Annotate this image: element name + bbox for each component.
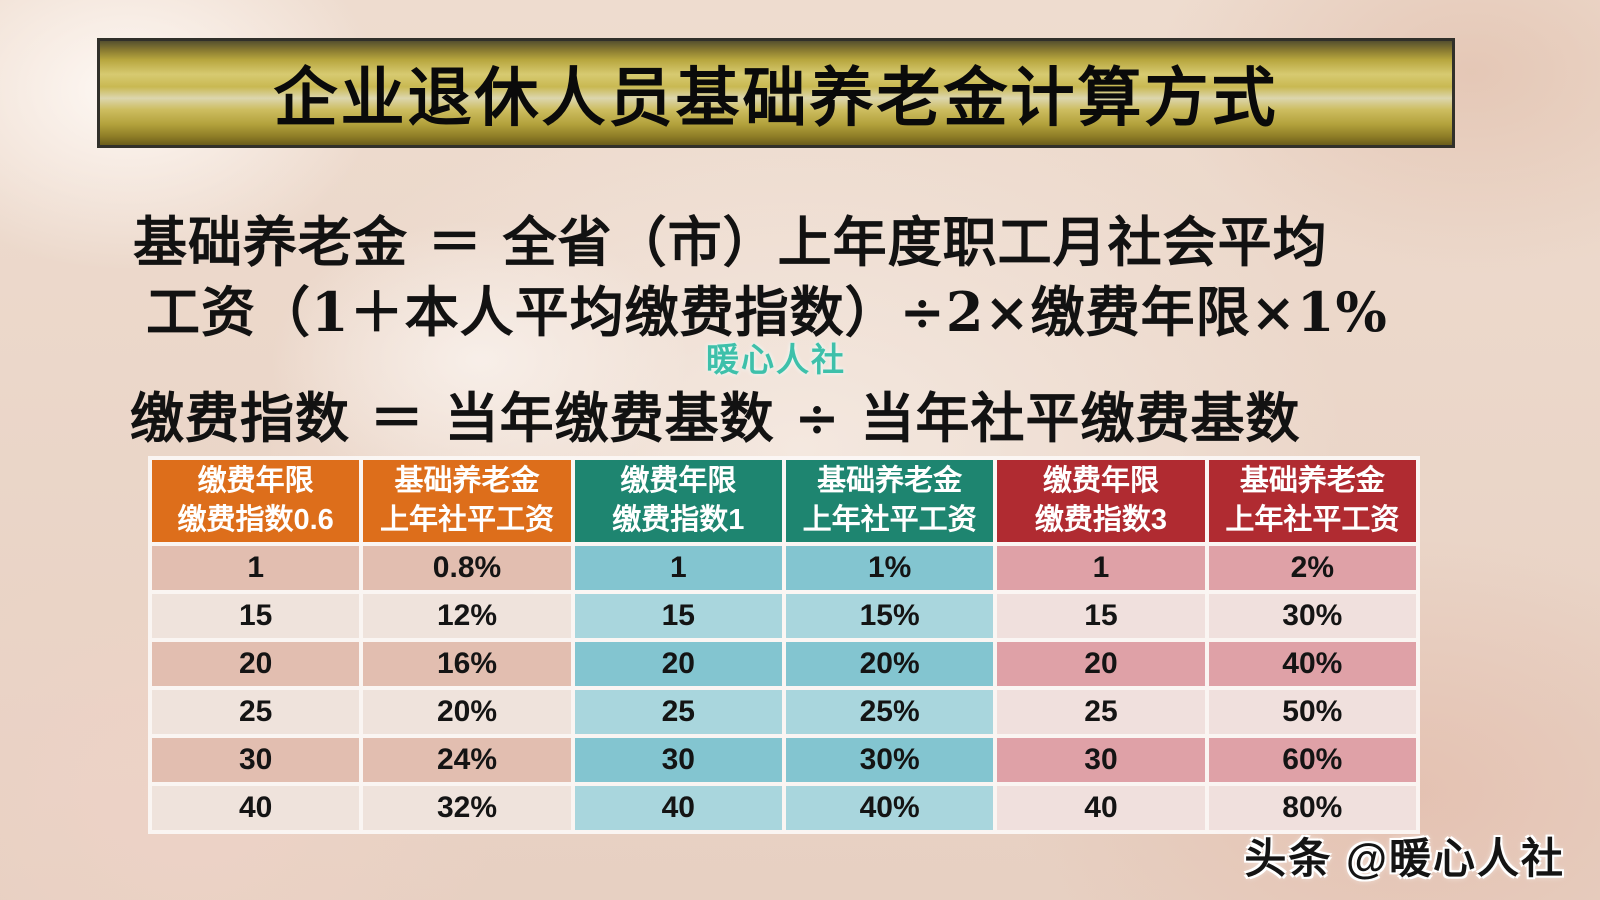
column-header: 基础养老金 上年社平工资 [363, 460, 571, 543]
table-cell: 1 [997, 546, 1205, 591]
table-cell: 30 [574, 738, 782, 783]
table-row: 15 12% 15 15% 15 30% [152, 594, 1416, 639]
table-cell: 30 [152, 738, 360, 783]
table-cell: 40% [785, 786, 994, 831]
title-banner: 企业退休人员基础养老金计算方式 [97, 38, 1455, 148]
table-cell: 40 [152, 786, 360, 831]
column-header: 缴费年限 缴费指数1 [574, 460, 782, 543]
table-cell: 40 [574, 786, 782, 831]
pension-table-body: 1 0.8% 1 1% 1 2% 15 12% 15 15% 15 30% 20 16% 20 20% 20 40… [152, 546, 1416, 831]
column-header: 基础养老金 上年社平工资 [785, 460, 994, 543]
column-header: 缴费年限 缴费指数3 [997, 460, 1205, 543]
table-cell: 30% [785, 738, 994, 783]
table-cell: 60% [1208, 738, 1416, 783]
table-row: 25 20% 25 25% 25 50% [152, 690, 1416, 735]
table-cell: 20 [152, 642, 360, 687]
table-row: 1 0.8% 1 1% 1 2% [152, 546, 1416, 591]
table-cell: 12% [363, 594, 571, 639]
center-watermark: 暖心人社 [706, 341, 846, 378]
table-cell: 1 [152, 546, 360, 591]
formula-basic-pension-line1: 基础养老金 ＝ 全省（市）上年度职工月社会平均 [133, 210, 1328, 274]
table-cell: 50% [1208, 690, 1416, 735]
table-cell: 1% [785, 546, 994, 591]
table-cell: 30 [997, 738, 1205, 783]
table-cell: 16% [363, 642, 571, 687]
table-row: 40 32% 40 40% 40 80% [152, 786, 1416, 831]
pension-table-header: 缴费年限 缴费指数0.6 基础养老金 上年社平工资 缴费年限 缴费指数1 基础养老金 上年社平… [152, 460, 1416, 543]
table-cell: 32% [363, 786, 571, 831]
table-cell: 15 [574, 594, 782, 639]
table-cell: 20 [574, 642, 782, 687]
table-cell: 24% [363, 738, 571, 783]
table-cell: 20% [363, 690, 571, 735]
table-cell: 30% [1208, 594, 1416, 639]
header-row: 缴费年限 缴费指数0.6 基础养老金 上年社平工资 缴费年限 缴费指数1 基础养老金 上年社平… [152, 460, 1416, 543]
table-cell: 15 [152, 594, 360, 639]
table-row: 30 24% 30 30% 30 60% [152, 738, 1416, 783]
column-header: 基础养老金 上年社平工资 [1208, 460, 1416, 543]
table-row: 20 16% 20 20% 20 40% [152, 642, 1416, 687]
table-cell: 40 [997, 786, 1205, 831]
table-cell: 0.8% [363, 546, 571, 591]
table-cell: 25 [152, 690, 360, 735]
formula-payment-index: 缴费指数 ＝ 当年缴费基数 ÷ 当年社平缴费基数 [130, 386, 1301, 450]
table-cell: 25 [997, 690, 1205, 735]
table-cell: 25% [785, 690, 994, 735]
table-cell: 1 [574, 546, 782, 591]
table-cell: 2% [1208, 546, 1416, 591]
formula-basic-pension-line2: 工资（1＋本人平均缴费指数）÷2×缴费年限×1% [146, 280, 1388, 344]
column-header: 缴费年限 缴费指数0.6 [152, 460, 360, 543]
table-cell: 80% [1208, 786, 1416, 831]
table-cell: 15% [785, 594, 994, 639]
table-cell: 20% [785, 642, 994, 687]
table-cell: 25 [574, 690, 782, 735]
page-title: 企业退休人员基础养老金计算方式 [273, 62, 1279, 134]
table-cell: 40% [1208, 642, 1416, 687]
pension-table: 缴费年限 缴费指数0.6 基础养老金 上年社平工资 缴费年限 缴费指数1 基础养老金 上年社平… [148, 456, 1420, 835]
bottom-credit-watermark: 头条 @暖心人社 [1244, 835, 1565, 882]
table-cell: 20 [997, 642, 1205, 687]
table-cell: 15 [997, 594, 1205, 639]
